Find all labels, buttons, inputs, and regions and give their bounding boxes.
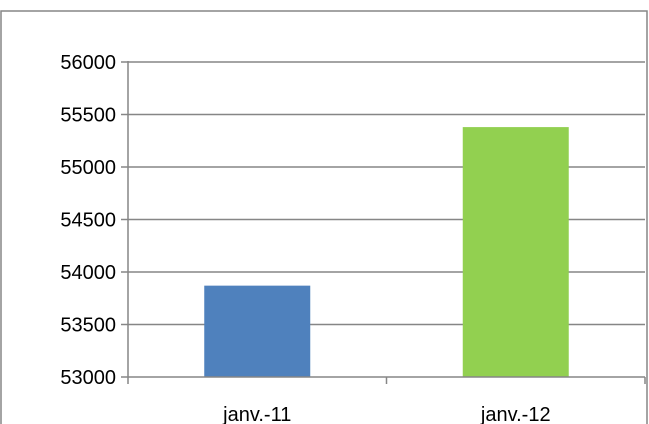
tick-labels: 53000 53500 54000 54500 55000 55500 56000 janv.… [60,52,550,424]
bar-janv.-12 [462,127,569,377]
y-tick-label: 53500 [60,315,116,337]
x-tick-label: janv.-12 [480,404,551,424]
y-tick-label: 54000 [60,262,116,284]
y-tick-label: 56000 [60,52,116,74]
y-tick-label: 53000 [60,367,116,389]
y-tick-label: 55500 [60,105,116,127]
x-tick-label: janv.-11 [222,404,291,424]
y-tick-label: 55000 [60,157,116,179]
bar-janv.-11 [204,285,311,377]
axes [121,61,646,384]
y-tick-label: 54500 [60,210,116,232]
bars [204,127,569,377]
